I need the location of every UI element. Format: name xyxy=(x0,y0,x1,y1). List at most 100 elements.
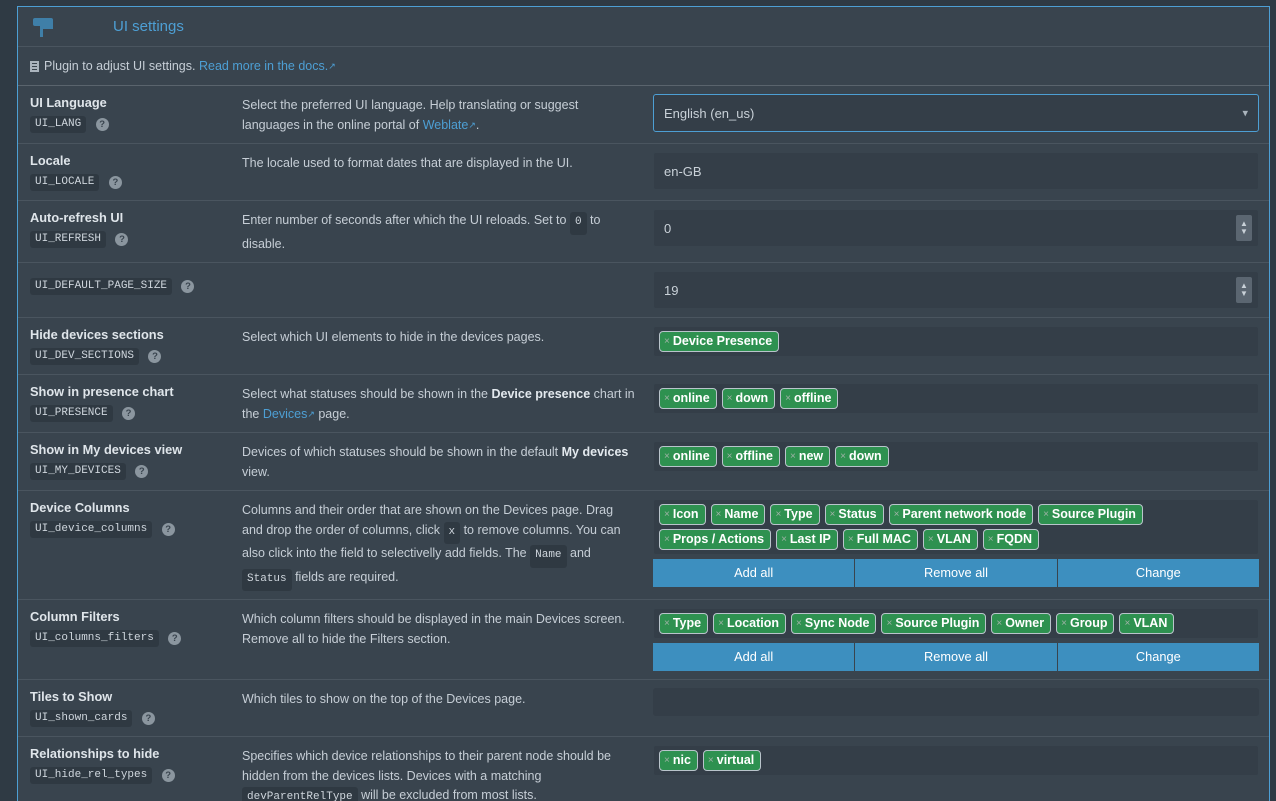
close-icon[interactable]: × xyxy=(781,533,787,545)
ui-locale-input[interactable]: en-GB xyxy=(653,152,1259,190)
add-all-button[interactable]: Add all xyxy=(653,559,856,587)
chip[interactable]: × Last IP xyxy=(776,529,838,550)
ui-refresh-input[interactable]: 0 ▲ ▼ xyxy=(653,209,1259,247)
close-icon[interactable]: × xyxy=(726,392,733,404)
chip[interactable]: × down xyxy=(721,388,776,409)
close-icon[interactable]: × xyxy=(886,617,893,629)
close-icon[interactable]: × xyxy=(715,508,722,520)
plugin-note: Plugin to adjust UI settings. Read more … xyxy=(18,47,1269,86)
ui-lang-value: English (en_us) xyxy=(664,105,755,121)
chip[interactable]: × Type xyxy=(770,504,820,525)
close-icon[interactable]: × xyxy=(829,508,836,520)
change-button[interactable]: Change xyxy=(1057,559,1259,587)
chip[interactable]: × Device Presence xyxy=(659,331,780,352)
remove-all-button[interactable]: Remove all xyxy=(855,559,1058,587)
help-icon[interactable]: ? xyxy=(161,769,175,783)
chip[interactable]: × online xyxy=(659,388,717,409)
chips-container[interactable]: × online × down × offline xyxy=(653,383,1259,414)
close-icon[interactable]: × xyxy=(664,533,670,545)
chip[interactable]: × Status xyxy=(824,504,884,525)
close-icon[interactable]: × xyxy=(1124,617,1131,629)
help-icon[interactable]: ? xyxy=(135,465,149,479)
chip[interactable]: × offline xyxy=(780,388,839,409)
number-stepper[interactable]: ▲ ▼ xyxy=(1236,215,1252,241)
chip[interactable]: × Sync Node xyxy=(791,613,877,634)
help-icon[interactable]: ? xyxy=(115,233,129,247)
close-icon[interactable]: × xyxy=(775,508,782,520)
close-icon[interactable]: × xyxy=(847,533,854,545)
chip[interactable]: × Type xyxy=(659,613,709,634)
chips-container[interactable]: × Icon × Name × Type × Status × Parent networ… xyxy=(653,499,1259,555)
close-icon[interactable]: × xyxy=(707,754,714,766)
chip-label: offline xyxy=(793,391,832,405)
chip[interactable]: × offline xyxy=(721,446,780,467)
chip[interactable]: × Name xyxy=(710,504,766,525)
change-button[interactable]: Change xyxy=(1057,643,1259,671)
remove-all-button[interactable]: Remove all xyxy=(855,643,1058,671)
ui-settings-panel: UI settings Plugin to adjust UI settings… xyxy=(17,6,1270,801)
setting-code: UI_LANG xyxy=(30,116,87,134)
close-icon[interactable]: × xyxy=(664,508,670,520)
chip[interactable]: × Owner xyxy=(991,613,1052,634)
help-icon[interactable]: ? xyxy=(168,632,182,646)
chip[interactable]: × Props / Actions xyxy=(659,529,772,550)
close-icon[interactable]: × xyxy=(726,450,733,462)
close-icon[interactable]: × xyxy=(664,450,670,462)
close-icon[interactable]: × xyxy=(664,392,670,404)
chips-container[interactable]: × nic × virtual xyxy=(653,745,1259,776)
chip[interactable]: × Source Plugin xyxy=(1038,504,1143,525)
close-icon[interactable]: × xyxy=(927,533,934,545)
setting-row-ui-lang: UI Language UI_LANG ? Select the preferr… xyxy=(18,86,1269,144)
help-icon[interactable]: ? xyxy=(108,176,122,190)
chip-label: Type xyxy=(784,507,813,521)
chip[interactable]: × virtual xyxy=(702,750,762,771)
help-icon[interactable]: ? xyxy=(141,712,155,726)
chip[interactable]: × Parent network node xyxy=(888,504,1034,525)
close-icon[interactable]: × xyxy=(987,533,994,545)
close-icon[interactable]: × xyxy=(718,617,724,629)
devices-link[interactable]: Devices↗ xyxy=(262,406,315,421)
chips-container[interactable]: × Type × Location × Sync Node × Source Plugi… xyxy=(653,608,1259,639)
chip[interactable]: × VLAN xyxy=(922,529,978,550)
close-icon[interactable]: × xyxy=(893,508,900,520)
inline-code: devParentRelType xyxy=(242,787,358,801)
chips-container[interactable] xyxy=(653,688,1259,716)
close-icon[interactable]: × xyxy=(790,450,796,462)
chip[interactable]: × Source Plugin xyxy=(881,613,987,634)
chip[interactable]: × Group xyxy=(1056,613,1115,634)
chip[interactable]: × down xyxy=(835,446,889,467)
close-icon[interactable]: × xyxy=(664,754,670,766)
chip[interactable]: × Full MAC xyxy=(842,529,918,550)
chip[interactable]: × new xyxy=(785,446,831,467)
ui-lang-select[interactable]: English (en_us) ▾ xyxy=(653,94,1259,132)
docs-link[interactable]: Read more in the docs.↗ xyxy=(198,59,336,73)
chip[interactable]: × nic xyxy=(659,750,698,771)
help-icon[interactable]: ? xyxy=(161,523,175,537)
close-icon[interactable]: × xyxy=(840,450,846,462)
help-icon[interactable]: ? xyxy=(95,118,109,132)
chip[interactable]: × FQDN xyxy=(982,529,1040,550)
close-icon[interactable]: × xyxy=(1061,617,1067,629)
number-stepper[interactable]: ▲ ▼ xyxy=(1236,277,1252,303)
close-icon[interactable]: × xyxy=(996,617,1003,629)
add-all-button[interactable]: Add all xyxy=(653,643,856,671)
chip[interactable]: × online xyxy=(659,446,717,467)
close-icon[interactable]: × xyxy=(664,617,670,629)
help-icon[interactable]: ? xyxy=(181,280,195,294)
chip[interactable]: × Location xyxy=(713,613,787,634)
weblate-link[interactable]: Weblate↗ xyxy=(422,117,476,132)
ui-default-page-size-input[interactable]: 19 ▲ ▼ xyxy=(653,271,1259,309)
chip[interactable]: × Icon xyxy=(659,504,706,525)
close-icon[interactable]: × xyxy=(664,335,670,347)
chip-label: down xyxy=(849,449,882,463)
chip[interactable]: × VLAN xyxy=(1119,613,1175,634)
close-icon[interactable]: × xyxy=(1043,508,1049,520)
chips-container[interactable]: × Device Presence xyxy=(653,326,1259,357)
value-cell: 19 ▲ ▼ xyxy=(645,263,1269,317)
setting-code: UI_shown_cards xyxy=(30,710,133,728)
chips-container[interactable]: × online × offline × new × down xyxy=(653,441,1259,472)
close-icon[interactable]: × xyxy=(785,392,791,404)
help-icon[interactable]: ? xyxy=(148,350,162,364)
help-icon[interactable]: ? xyxy=(122,407,136,421)
close-icon[interactable]: × xyxy=(796,617,802,629)
